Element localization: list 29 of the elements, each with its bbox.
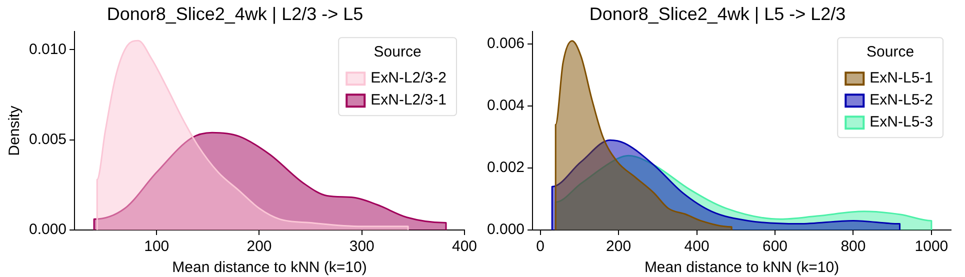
- legend-label: ExN-L5-2: [870, 92, 934, 109]
- x-tick-label: 800: [840, 238, 866, 256]
- legend-label: ExN-L5-3: [870, 114, 934, 131]
- legend-label: ExN-L2/3-1: [370, 92, 446, 109]
- y-tick-label: 0.005: [28, 130, 67, 148]
- legend-title: Source: [374, 44, 422, 61]
- x-tick-label: 0: [536, 238, 545, 256]
- legend-label: ExN-L5-1: [870, 70, 934, 87]
- x-tick-label: 400: [452, 238, 477, 256]
- legend-title: Source: [866, 44, 914, 61]
- x-tick-label: 100: [144, 238, 170, 256]
- legend-label: ExN-L2/3-2: [370, 70, 446, 87]
- y-tick-label: 0.000: [28, 221, 67, 238]
- y-tick-label: 0.002: [486, 159, 525, 176]
- y-axis-title: Density: [6, 105, 24, 156]
- chart-title: Donor8_Slice2_4wk | L2/3 -> L5: [106, 4, 364, 24]
- x-tick-label: 400: [684, 238, 710, 256]
- x-tick-label: 200: [246, 238, 272, 256]
- chart-title: Donor8_Slice2_4wk | L5 -> L2/3: [589, 4, 846, 24]
- x-tick-label: 200: [606, 238, 632, 256]
- x-tick-label: 300: [349, 238, 374, 256]
- x-axis-title: Mean distance to kNN (k=10): [644, 259, 840, 276]
- y-tick-label: 0.010: [28, 40, 67, 58]
- x-tick-label: 1000: [914, 238, 948, 256]
- x-axis-title: Mean distance to kNN (k=10): [172, 259, 367, 276]
- y-tick-label: 0.004: [486, 97, 525, 114]
- y-tick-label: 0.000: [486, 221, 525, 238]
- x-tick-label: 600: [762, 238, 788, 256]
- y-tick-label: 0.006: [486, 35, 525, 52]
